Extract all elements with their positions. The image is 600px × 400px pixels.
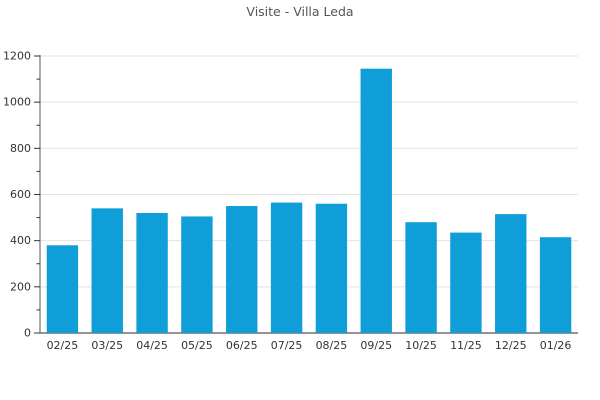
- bar: [495, 214, 527, 333]
- bar: [270, 202, 303, 333]
- bar: [405, 222, 437, 333]
- bar: [136, 212, 168, 333]
- bar: [181, 216, 213, 333]
- x-tick-label: 05/25: [181, 339, 213, 352]
- y-tick-label: 600: [10, 188, 31, 201]
- x-tick-label: 06/25: [226, 339, 258, 352]
- x-tick-label: 11/25: [450, 339, 482, 352]
- bar: [360, 68, 392, 333]
- x-tick-label: 09/25: [360, 339, 392, 352]
- x-tick-label: 02/25: [47, 339, 79, 352]
- y-tick-label: 1200: [3, 50, 31, 63]
- bar: [539, 237, 572, 333]
- x-tick-label: 03/25: [91, 339, 123, 352]
- bar: [91, 208, 123, 333]
- x-tick-label: 07/25: [271, 339, 303, 352]
- bar: [46, 245, 79, 333]
- x-tick-label: 08/25: [316, 339, 348, 352]
- x-tick-label: 01/26: [540, 339, 572, 352]
- x-tick-label: 12/25: [495, 339, 527, 352]
- bar: [226, 206, 258, 333]
- y-tick-label: 1000: [3, 96, 31, 109]
- y-tick-label: 200: [10, 280, 31, 293]
- y-tick-label: 400: [10, 234, 31, 247]
- chart-title: Visite - Villa Leda: [246, 4, 354, 19]
- y-tick-label: 800: [10, 142, 31, 155]
- bar: [450, 232, 482, 333]
- y-tick-label: 0: [24, 327, 31, 340]
- bar: [315, 203, 348, 333]
- x-tick-label: 04/25: [136, 339, 168, 352]
- x-tick-label: 10/25: [405, 339, 437, 352]
